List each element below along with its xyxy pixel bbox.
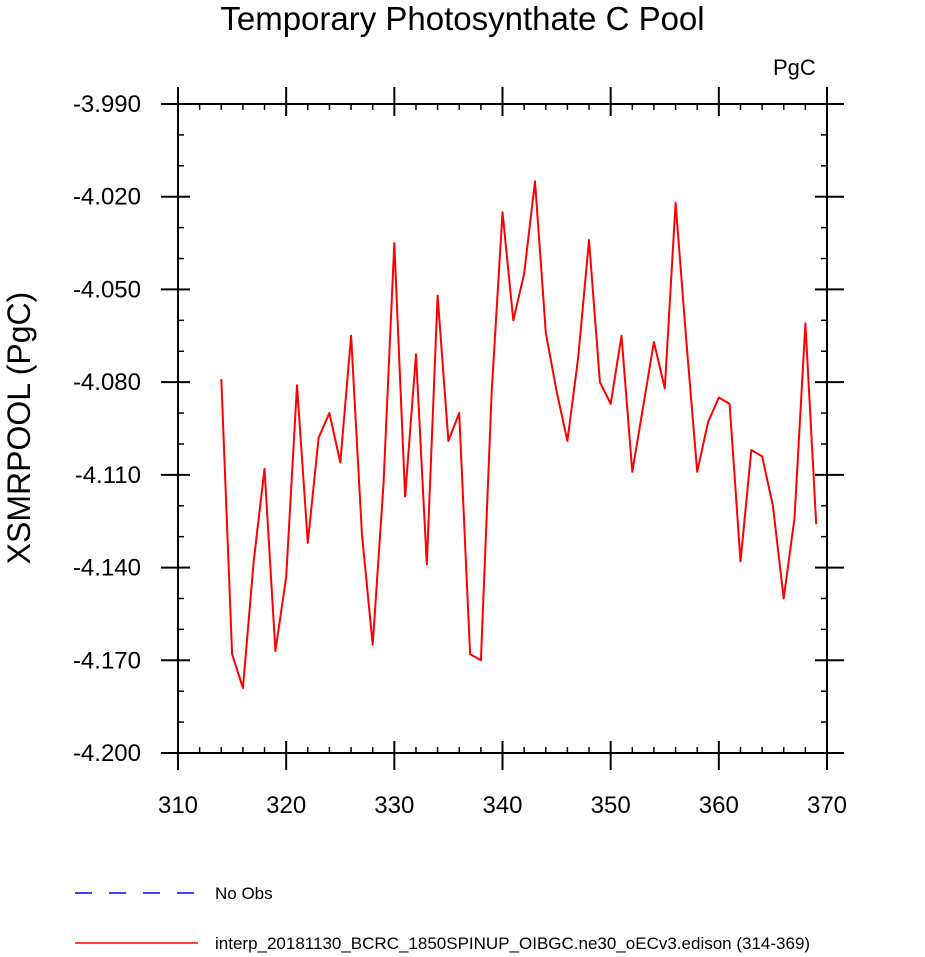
x-tick-label: 370: [807, 792, 847, 819]
x-tick-label: 320: [266, 792, 306, 819]
units-label: PgC: [773, 55, 816, 80]
y-axis-label: XSMRPOOL (PgC): [1, 292, 37, 565]
series-layer: [220, 180, 818, 690]
y-tick-label: -3.990: [73, 91, 141, 118]
y-tick-label: -4.200: [73, 740, 141, 767]
x-tick-label: 310: [158, 792, 198, 819]
y-tick-label: -4.050: [73, 276, 141, 303]
y-tick-label: -4.140: [73, 555, 141, 582]
tick-layer: 310 320 330 340 350 360 370 -4.200 -4.170 -4.140 -…: [73, 87, 847, 819]
y-tick-label: -4.020: [73, 184, 141, 211]
y-tick-label: -4.110: [75, 462, 141, 489]
y-tick-label: -4.080: [73, 369, 141, 396]
plot-frame: [177, 103, 828, 754]
x-tick-label: 330: [374, 792, 414, 819]
x-tick-label: 360: [699, 792, 739, 819]
legend-label-model: interp_20181130_BCRC_1850SPINUP_OIBGC.ne…: [215, 934, 811, 953]
legend: [75, 892, 198, 944]
x-tick-label: 350: [591, 792, 631, 819]
x-tick-label: 340: [482, 792, 522, 819]
series-line: [220, 180, 818, 690]
chart-title: Temporary Photosynthate C Pool: [220, 0, 705, 37]
legend-label-no-obs: No Obs: [215, 884, 273, 903]
y-tick-label: -4.170: [73, 647, 141, 674]
